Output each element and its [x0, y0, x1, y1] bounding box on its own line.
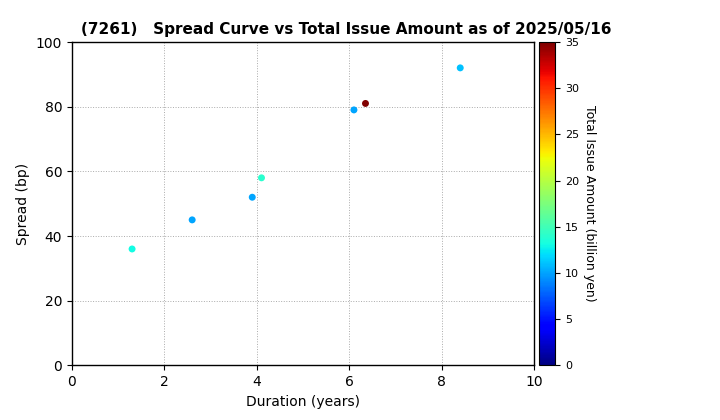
Point: [126, 246, 138, 252]
Point: [360, 100, 372, 107]
Point: [348, 107, 360, 113]
Point: [246, 194, 258, 201]
Point: [256, 174, 267, 181]
Y-axis label: Spread (bp): Spread (bp): [17, 163, 30, 245]
Point: [186, 217, 198, 223]
Text: (7261)   Spread Curve vs Total Issue Amount as of 2025/05/16: (7261) Spread Curve vs Total Issue Amoun…: [81, 22, 612, 37]
X-axis label: Duration (years): Duration (years): [246, 395, 360, 409]
Y-axis label: Total Issue Amount (billion yen): Total Issue Amount (billion yen): [582, 105, 595, 302]
Point: [454, 65, 466, 71]
